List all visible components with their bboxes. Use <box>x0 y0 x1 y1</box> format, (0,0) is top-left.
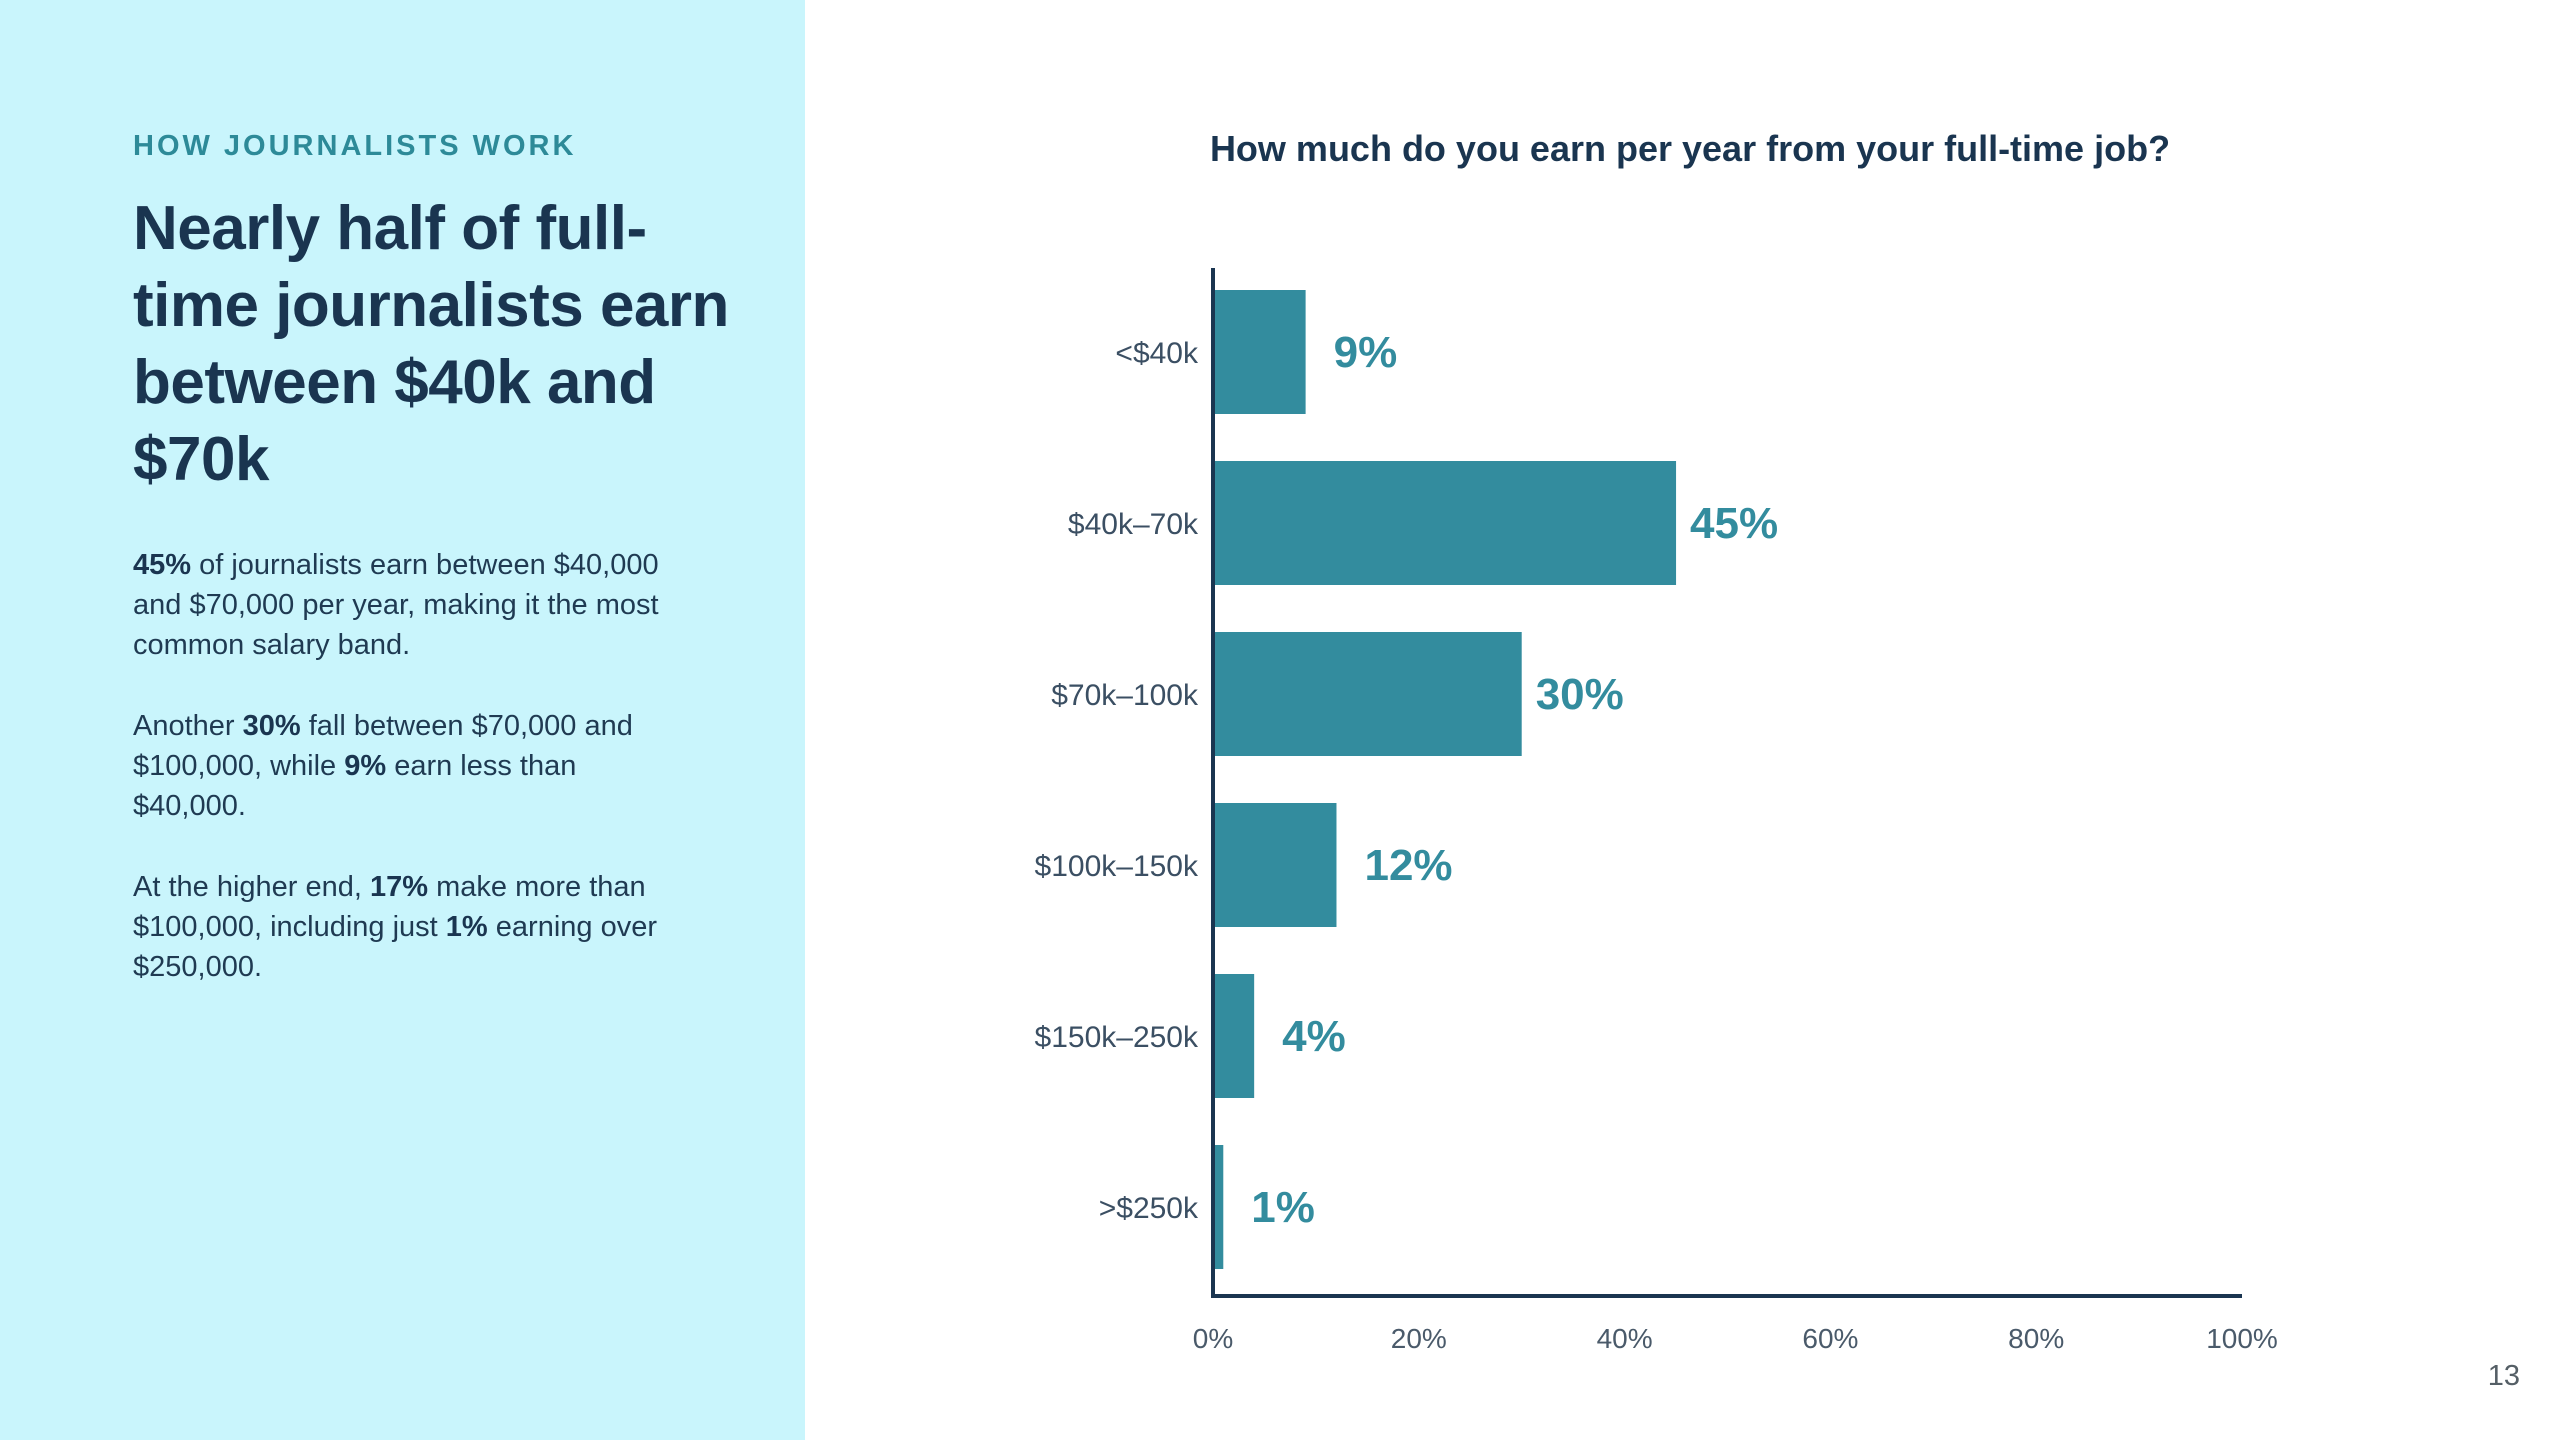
category-label: $150k–250k <box>1035 1021 1199 1054</box>
highlight-figure: 45% <box>133 549 192 581</box>
category-label: $70k–100k <box>1051 679 1199 712</box>
value-label: 30% <box>1536 670 1624 719</box>
section-eyebrow: HOW JOURNALISTS WORK <box>133 130 577 162</box>
left-panel: HOW JOURNALISTS WORK Nearly half of full… <box>0 0 805 1440</box>
summary-paragraph-1: 45% of journalists earn between $40,000 … <box>133 545 693 665</box>
paragraph-text: earning over $250,000. <box>133 911 657 983</box>
page-headline: Nearly half of full-time journalists ear… <box>133 194 729 494</box>
category-label: <$40k <box>1115 337 1199 370</box>
paragraph-text: Another <box>133 710 243 742</box>
value-label: 12% <box>1364 841 1452 890</box>
highlight-figure: 1% <box>445 911 488 943</box>
x-tick-label: 0% <box>1193 1323 1233 1354</box>
value-label: 4% <box>1282 1012 1346 1061</box>
paragraph-text: At the higher end, <box>133 871 370 903</box>
bar-5 <box>1213 1145 1224 1269</box>
value-label: 1% <box>1251 1183 1315 1232</box>
category-label: $100k–150k <box>1035 850 1199 883</box>
category-label: $40k–70k <box>1068 508 1199 541</box>
bar-3 <box>1213 803 1337 927</box>
paragraph-text: of journalists earn between $40,000 and … <box>133 549 659 661</box>
summary-paragraph-2: Another 30% fall between $70,000 and $10… <box>133 706 693 826</box>
highlight-figure: 17% <box>370 871 429 903</box>
bar-4 <box>1213 974 1255 1098</box>
x-tick-label: 20% <box>1391 1323 1447 1354</box>
bar-2 <box>1213 632 1522 756</box>
summary-paragraph-3: At the higher end, 17% make more than $1… <box>133 867 693 987</box>
paragraph-text: earn less than $40,000. <box>133 750 577 822</box>
highlight-figure: 9% <box>344 750 387 782</box>
x-tick-label: 100% <box>2206 1323 2278 1354</box>
x-tick-label: 40% <box>1597 1323 1653 1354</box>
bar-1 <box>1213 461 1677 585</box>
value-label: 45% <box>1690 499 1778 548</box>
x-tick-label: 80% <box>2008 1323 2064 1354</box>
highlight-figure: 30% <box>242 710 301 742</box>
page-number: 13 <box>2487 1360 2520 1392</box>
x-tick-label: 60% <box>1802 1323 1858 1354</box>
value-label: 9% <box>1334 328 1398 377</box>
chart-title: How much do you earn per year from your … <box>1209 128 2171 169</box>
category-label: >$250k <box>1099 1192 1199 1225</box>
bar-0 <box>1213 290 1306 414</box>
paragraph-text: fall between $70,000 and $100,000, while <box>133 710 633 782</box>
paragraph-text: make more than $100,000, including just <box>133 871 646 943</box>
